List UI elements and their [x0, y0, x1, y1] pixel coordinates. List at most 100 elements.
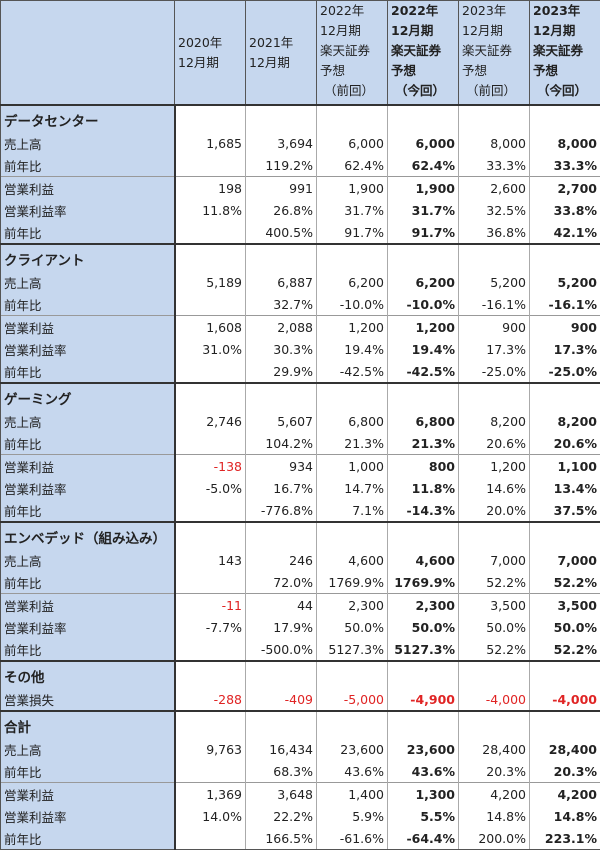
empty-cell: [246, 661, 317, 688]
column-header-line: 12月期: [462, 21, 526, 41]
value-cell: 20.0%: [459, 499, 530, 522]
row-label: 前年比: [1, 154, 175, 177]
table-row: 前年比-776.8%7.1%-14.3%20.0%37.5%: [1, 499, 600, 522]
value-cell: 5127.3%: [317, 638, 388, 661]
value-cell: 1,608: [175, 316, 246, 339]
header-corner: [1, 1, 175, 106]
section-title: エンベデッド（組み込み）: [1, 522, 175, 549]
value-cell: -4,000: [530, 688, 600, 711]
value-cell: 2,700: [530, 177, 600, 200]
section-row: クライアント: [1, 244, 600, 271]
value-cell: 11.8%: [388, 477, 459, 499]
value-cell: 13.4%: [530, 477, 600, 499]
value-cell: [175, 154, 246, 177]
value-cell: 6,200: [317, 271, 388, 293]
value-cell: 1,900: [388, 177, 459, 200]
row-label: 前年比: [1, 499, 175, 522]
value-cell: 5.9%: [317, 805, 388, 827]
row-label: 営業利益率: [1, 477, 175, 499]
section-title: ゲーミング: [1, 383, 175, 410]
value-cell: 8,200: [459, 410, 530, 432]
row-label: 前年比: [1, 760, 175, 783]
value-cell: [175, 827, 246, 850]
value-cell: 22.2%: [246, 805, 317, 827]
value-cell: 23,600: [317, 738, 388, 760]
column-header-line: 2022年: [320, 1, 384, 21]
value-cell: 14.8%: [530, 805, 600, 827]
column-header-line: 12月期: [249, 53, 313, 73]
section-row: その他: [1, 661, 600, 688]
value-cell: 11.8%: [175, 199, 246, 221]
column-header-line: （前回）: [462, 81, 526, 101]
value-cell: 32.5%: [459, 199, 530, 221]
empty-cell: [459, 711, 530, 738]
value-cell: 3,694: [246, 132, 317, 154]
empty-cell: [246, 383, 317, 410]
empty-cell: [388, 383, 459, 410]
value-cell: -42.5%: [317, 360, 388, 383]
column-header-line: 楽天証券: [533, 41, 597, 61]
empty-cell: [459, 661, 530, 688]
value-cell: 14.7%: [317, 477, 388, 499]
value-cell: -7.7%: [175, 616, 246, 638]
table-row: 営業損失-288-409-5,000-4,900-4,000-4,000: [1, 688, 600, 711]
empty-cell: [246, 244, 317, 271]
value-cell: 3,500: [459, 594, 530, 617]
value-cell: 52.2%: [530, 571, 600, 594]
value-cell: 1,685: [175, 132, 246, 154]
value-cell: 31.0%: [175, 338, 246, 360]
column-header-line: 12月期: [320, 21, 384, 41]
value-cell: 4,200: [530, 783, 600, 806]
empty-cell: [530, 105, 600, 132]
row-label: 営業利益: [1, 783, 175, 806]
value-cell: 900: [530, 316, 600, 339]
value-cell: 3,500: [530, 594, 600, 617]
value-cell: -500.0%: [246, 638, 317, 661]
value-cell: 33.3%: [459, 154, 530, 177]
empty-cell: [530, 661, 600, 688]
value-cell: 6,000: [317, 132, 388, 154]
column-header-line: 楽天証券: [462, 41, 526, 61]
value-cell: 37.5%: [530, 499, 600, 522]
row-label: 売上高: [1, 271, 175, 293]
value-cell: 6,800: [317, 410, 388, 432]
value-cell: 2,600: [459, 177, 530, 200]
value-cell: -25.0%: [459, 360, 530, 383]
value-cell: 42.1%: [530, 221, 600, 244]
column-header-line: （今回）: [391, 81, 455, 101]
section-row: 合計: [1, 711, 600, 738]
row-label: 前年比: [1, 432, 175, 455]
value-cell: 9,763: [175, 738, 246, 760]
row-label: 営業利益: [1, 455, 175, 478]
value-cell: 1769.9%: [388, 571, 459, 594]
value-cell: -42.5%: [388, 360, 459, 383]
value-cell: [175, 360, 246, 383]
row-label: 営業利益率: [1, 805, 175, 827]
empty-cell: [175, 244, 246, 271]
value-cell: 30.3%: [246, 338, 317, 360]
value-cell: 50.0%: [317, 616, 388, 638]
table-row: 営業利益率-7.7%17.9%50.0%50.0%50.0%50.0%: [1, 616, 600, 638]
value-cell: -10.0%: [388, 293, 459, 316]
value-cell: 16.7%: [246, 477, 317, 499]
empty-cell: [317, 661, 388, 688]
value-cell: 7,000: [459, 549, 530, 571]
column-header-line: 予想: [462, 61, 526, 81]
value-cell: 6,000: [388, 132, 459, 154]
section-title: 合計: [1, 711, 175, 738]
empty-cell: [175, 661, 246, 688]
row-label: 売上高: [1, 410, 175, 432]
empty-cell: [459, 105, 530, 132]
empty-cell: [175, 711, 246, 738]
value-cell: 119.2%: [246, 154, 317, 177]
row-label: 営業利益: [1, 177, 175, 200]
